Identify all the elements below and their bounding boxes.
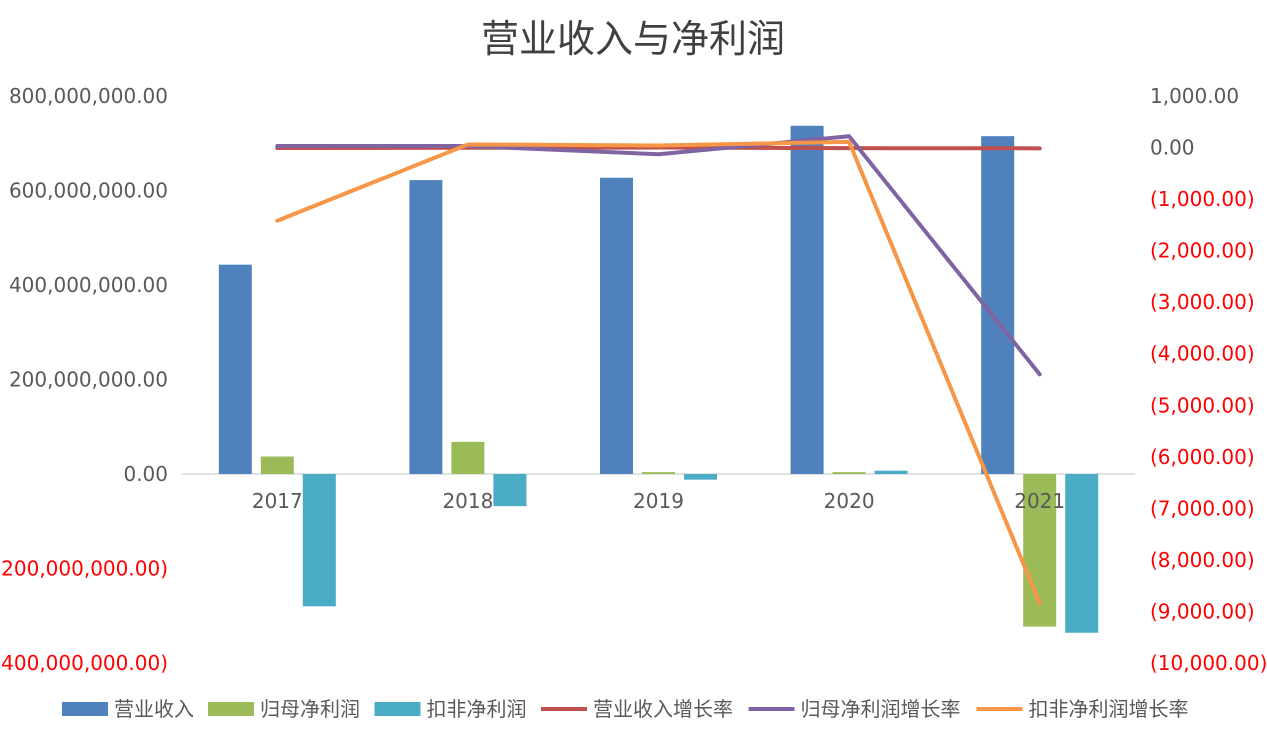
category-label: 2021	[1014, 489, 1065, 513]
category-label: 2017	[252, 489, 303, 513]
bar-net-profit	[832, 472, 866, 474]
left-tick-label: 200,000,000.00	[9, 368, 168, 392]
legend-label: 营业收入增长率	[593, 697, 733, 721]
right-tick-label: (2,000.00)	[1150, 239, 1255, 263]
left-tick-label: (200,000,000.00)	[0, 557, 168, 581]
bar-deducted-net-profit	[493, 474, 527, 507]
left-tick-label: 600,000,000.00	[9, 179, 168, 203]
chart-title: 营业收入与净利润	[481, 17, 785, 61]
legend: 营业收入 归母净利润 扣非净利润 营业收入增长率 归母净利润增长率 扣非净利润增长率	[62, 697, 1189, 721]
right-tick-label: 0.00	[1150, 136, 1195, 160]
legend-label: 归母净利润	[260, 697, 360, 721]
right-tick-label: (10,000.00)	[1150, 651, 1267, 675]
right-tick-label: (5,000.00)	[1150, 393, 1255, 417]
left-tick-label: 0.00	[123, 462, 168, 486]
right-axis-tick-labels: 1,000.00 0.00 (1,000.00) (2,000.00) (3,000.0…	[1150, 84, 1267, 675]
legend-label: 归母净利润增长率	[801, 697, 961, 721]
bar-series-group	[218, 125, 1099, 633]
category-label: 2018	[442, 489, 493, 513]
right-tick-label: (4,000.00)	[1150, 342, 1255, 366]
left-tick-label: 800,000,000.00	[9, 84, 168, 108]
bar-deducted-net-profit	[1065, 474, 1099, 633]
right-tick-label: (8,000.00)	[1150, 548, 1255, 572]
bar-net-profit	[642, 472, 675, 474]
right-tick-label: 1,000.00	[1150, 84, 1239, 108]
category-label: 2020	[824, 489, 875, 513]
bar-revenue	[790, 125, 824, 474]
left-tick-label: 400,000,000.00	[9, 273, 168, 297]
deducted-net-profit-growth-line	[275, 139, 1042, 606]
category-labels: 2017 2018 2019 2020 2021	[252, 489, 1065, 513]
legend-swatch-bar	[62, 702, 108, 716]
legend-label: 营业收入	[114, 697, 194, 721]
bar-deducted-net-profit	[874, 470, 908, 474]
bar-deducted-net-profit	[684, 474, 717, 480]
bar-revenue	[600, 177, 633, 474]
right-tick-label: (7,000.00)	[1150, 496, 1255, 520]
bar-net-profit	[260, 456, 294, 474]
net-profit-growth-line	[275, 134, 1042, 377]
category-label: 2019	[633, 489, 684, 513]
right-tick-label: (3,000.00)	[1150, 290, 1255, 314]
right-tick-label: (1,000.00)	[1150, 187, 1255, 211]
bar-revenue	[218, 264, 252, 474]
line-series-group	[275, 134, 1042, 606]
left-tick-label: (400,000,000.00)	[0, 651, 168, 675]
bar-deducted-net-profit	[302, 474, 336, 607]
bar-revenue	[409, 180, 443, 475]
right-tick-label: (6,000.00)	[1150, 445, 1255, 469]
legend-label: 扣非净利润	[427, 697, 527, 721]
legend-swatch-bar	[374, 702, 421, 716]
legend-swatch-bar	[208, 702, 254, 716]
left-axis-tick-labels: 800,000,000.00 600,000,000.00 400,000,000.…	[0, 84, 168, 675]
right-tick-label: (9,000.00)	[1150, 599, 1255, 623]
legend-label: 扣非净利润增长率	[1029, 697, 1189, 721]
bar-net-profit	[451, 441, 485, 474]
